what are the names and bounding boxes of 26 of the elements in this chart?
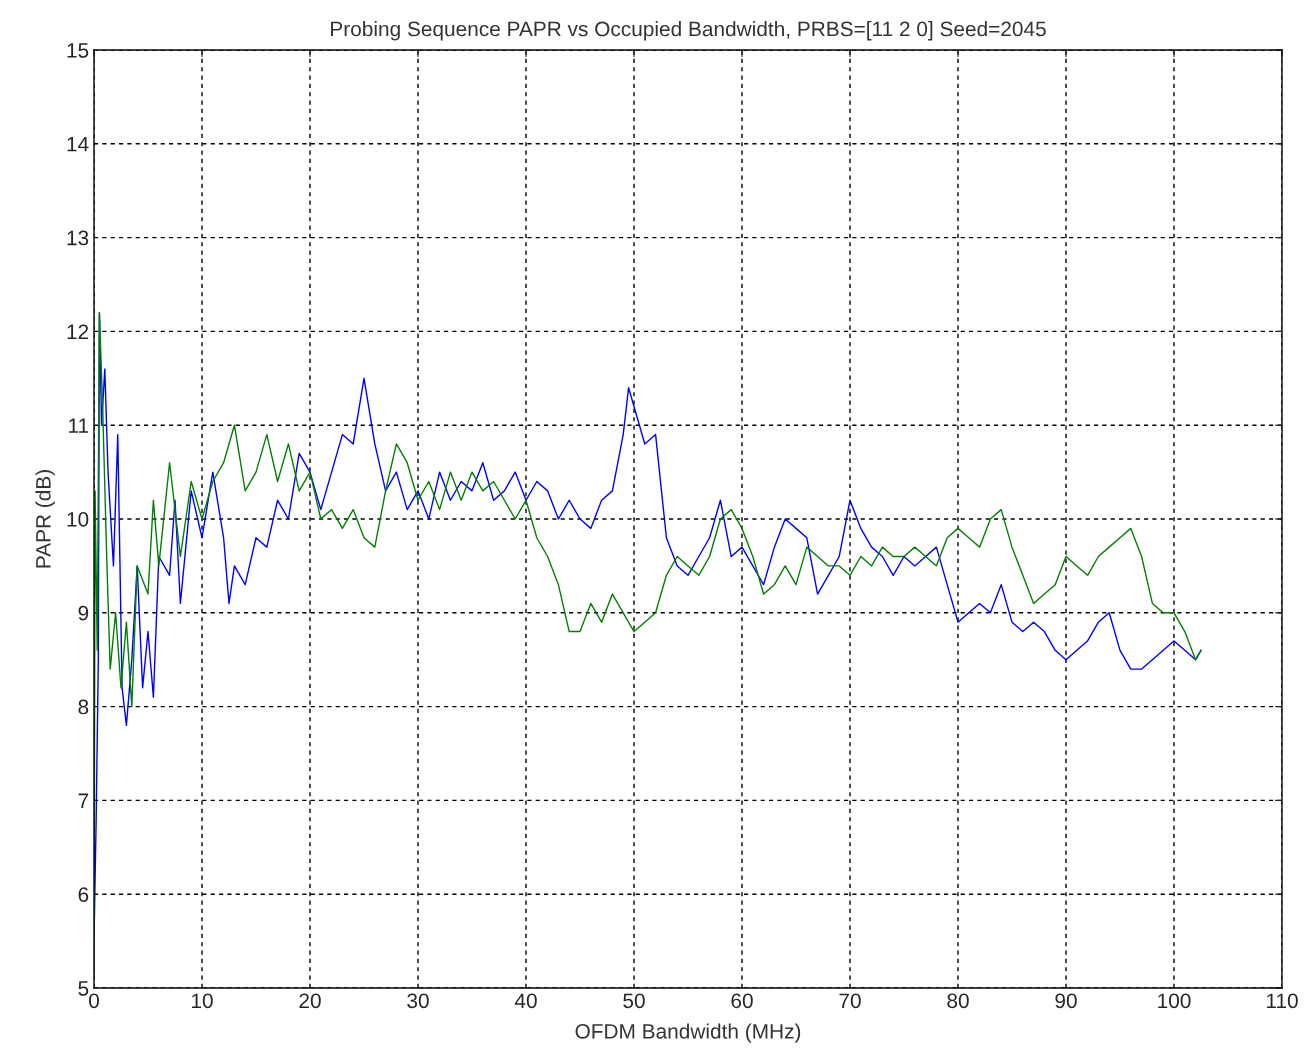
x-tick-label: 100 <box>1158 993 1191 1009</box>
y-tick-label: 8 <box>78 699 89 715</box>
y-tick-label: 5 <box>78 981 89 996</box>
y-tick-label: 6 <box>78 887 89 902</box>
x-tick-label: 10 <box>192 993 213 1009</box>
x-tick-label: 90 <box>1055 993 1077 1009</box>
x-tick-label: 70 <box>839 993 861 1009</box>
y-tick-label: 9 <box>78 605 89 621</box>
y-tick-label: 11 <box>69 418 89 433</box>
x-tick-label: 50 <box>623 993 645 1009</box>
x-axis-title: OFDM Bandwidth (MHz) <box>575 1023 801 1043</box>
chart-title: Probing Sequence PAPR vs Occupied Bandwidth, PRBS=[11 2 0] Seed=2045 <box>331 21 1046 41</box>
y-tick-label: 14 <box>67 137 89 152</box>
y-tick-label: 13 <box>67 230 89 246</box>
x-tick-label: 80 <box>947 993 969 1009</box>
x-tick-label: 20 <box>299 993 321 1009</box>
y-tick-label: 15 <box>67 43 89 58</box>
y-tick-label: 10 <box>67 512 89 527</box>
x-tick-label: 40 <box>514 993 537 1009</box>
y-tick-label: 12 <box>67 324 89 339</box>
x-tick-label: 60 <box>731 993 753 1009</box>
x-tick-label: 110 <box>1266 993 1298 1009</box>
y-axis-title: PAPR (dB) <box>35 470 55 568</box>
x-tick-label: 30 <box>407 993 429 1009</box>
y-tick-label: 7 <box>78 793 89 808</box>
x-tick-label: 0 <box>89 993 99 1009</box>
